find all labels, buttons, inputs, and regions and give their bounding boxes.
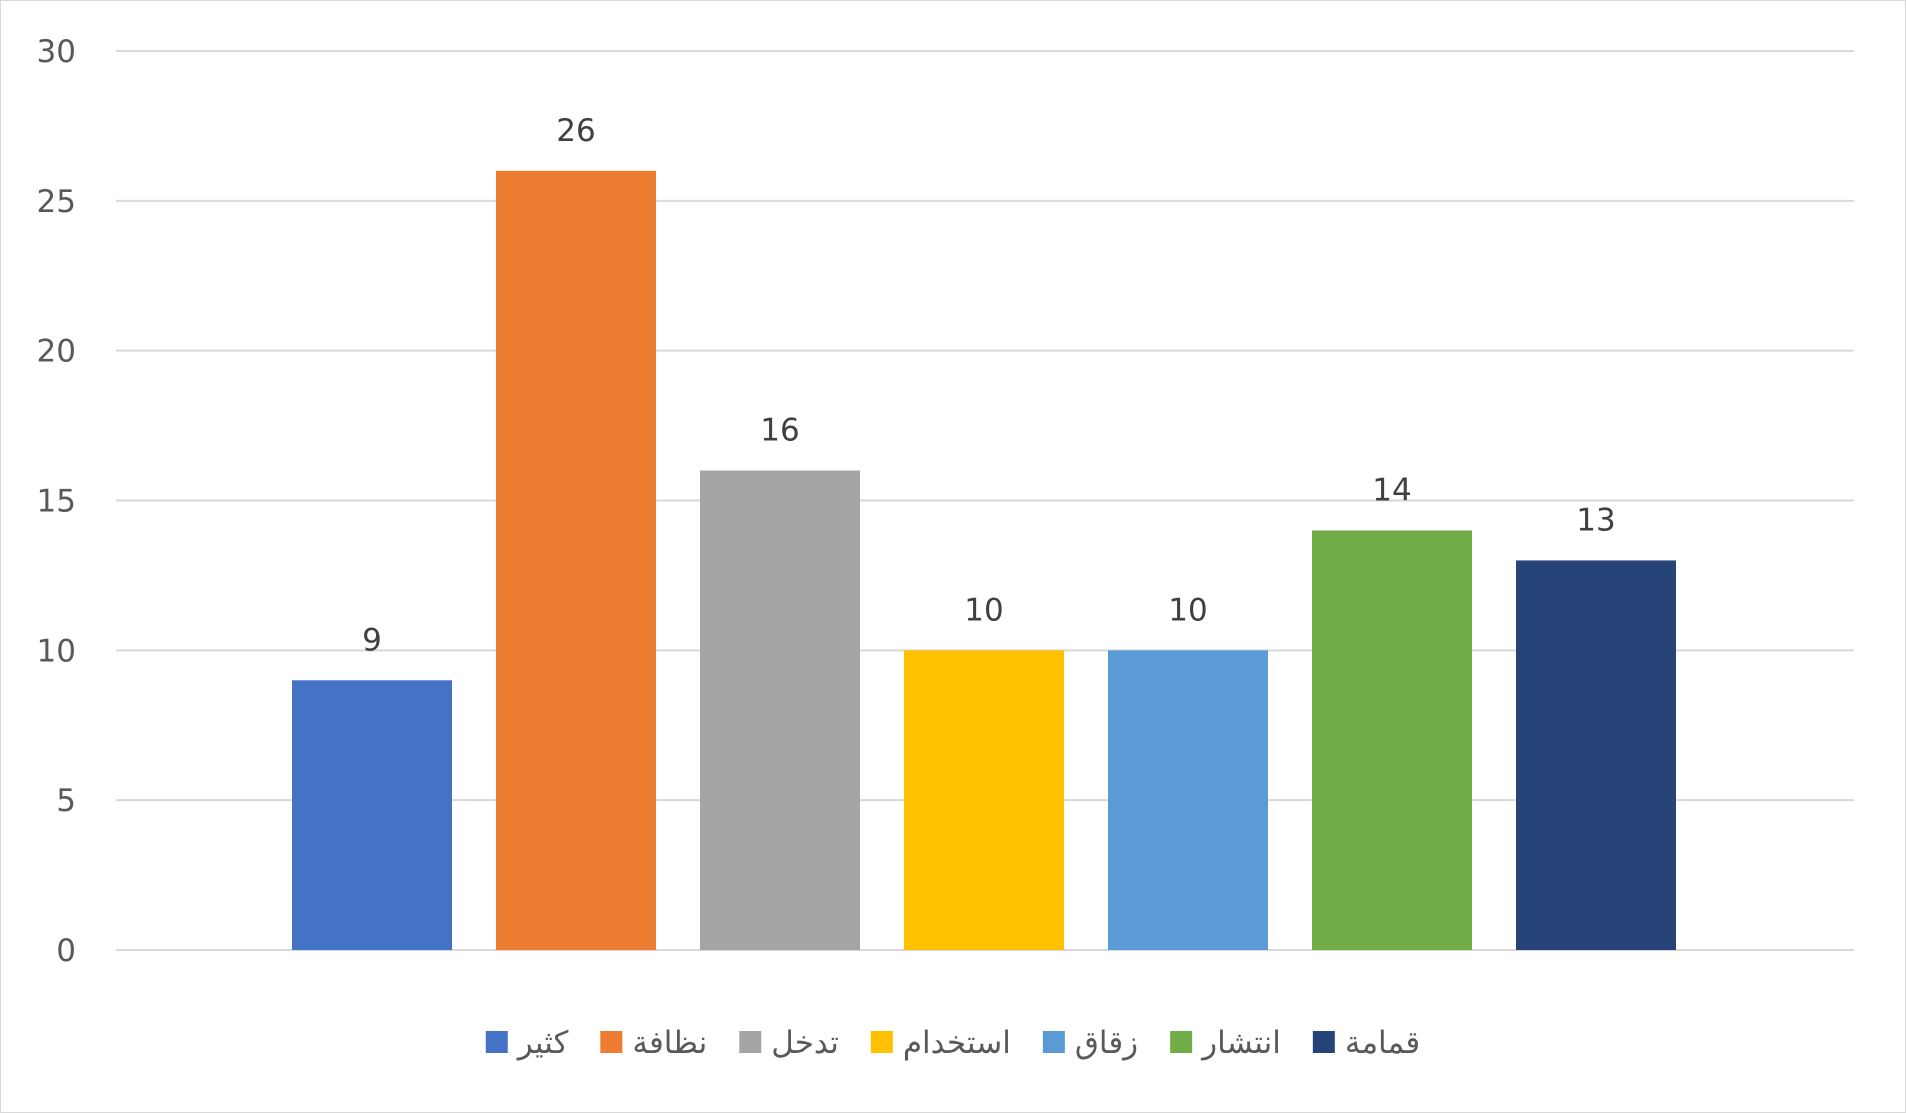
bar-1 (292, 680, 452, 950)
legend-swatch-2 (600, 1031, 623, 1053)
data-label-4: 10 (964, 592, 1003, 628)
legend-item-5: زقاق (1042, 1025, 1138, 1061)
data-label-5: 10 (1168, 592, 1207, 628)
legend-swatch-7 (1312, 1031, 1335, 1053)
legend-item-7: قمامة (1312, 1025, 1420, 1061)
legend-label-3: تدخل (771, 1025, 839, 1061)
legend-swatch-3 (739, 1031, 762, 1053)
legend-swatch-1 (485, 1031, 508, 1053)
y-tick-label-0: 0 (56, 933, 76, 969)
data-label-6: 14 (1372, 472, 1411, 508)
data-label-3: 16 (760, 413, 799, 449)
data-label-1: 9 (362, 622, 382, 658)
legend-label-1: كثير (516, 1025, 569, 1061)
legend-label-7: قمامة (1345, 1025, 1420, 1061)
bars (292, 170, 1676, 950)
data-label-7: 13 (1576, 502, 1615, 538)
legend-item-6: انتشار (1170, 1025, 1281, 1061)
y-tick-label-5: 5 (56, 783, 76, 819)
bar-3 (700, 470, 860, 950)
legend-swatch-5 (1042, 1031, 1065, 1053)
legend-item-3: تدخل (739, 1025, 839, 1061)
legend: كثير نظافة تدخل استخدام زقاق انتشار قمامة (485, 1025, 1420, 1061)
legend-label-6: انتشار (1200, 1025, 1281, 1061)
bar-6 (1312, 530, 1472, 950)
y-axis-ticks: 0 5 10 15 20 25 30 (37, 34, 76, 969)
legend-swatch-4 (870, 1031, 893, 1053)
y-tick-label-15: 15 (37, 484, 76, 520)
legend-item-2: نظافة (600, 1025, 707, 1061)
bar-7 (1516, 560, 1676, 950)
legend-item-1: كثير (485, 1025, 569, 1061)
legend-label-2: نظافة (632, 1025, 707, 1061)
y-tick-label-30: 30 (37, 34, 76, 70)
bar-4 (904, 650, 1064, 950)
data-labels: 9 26 16 10 10 14 13 (362, 113, 1616, 658)
y-tick-label-25: 25 (37, 184, 76, 220)
legend-item-4: استخدام (870, 1025, 1011, 1061)
legend-swatch-6 (1170, 1031, 1193, 1053)
bar-2 (496, 170, 656, 950)
data-label-2: 26 (556, 113, 595, 149)
legend-label-4: استخدام (903, 1025, 1011, 1061)
y-tick-label-20: 20 (37, 334, 76, 370)
y-tick-label-10: 10 (37, 633, 76, 669)
bar-5 (1108, 650, 1268, 950)
legend-label-5: زقاق (1075, 1025, 1138, 1061)
